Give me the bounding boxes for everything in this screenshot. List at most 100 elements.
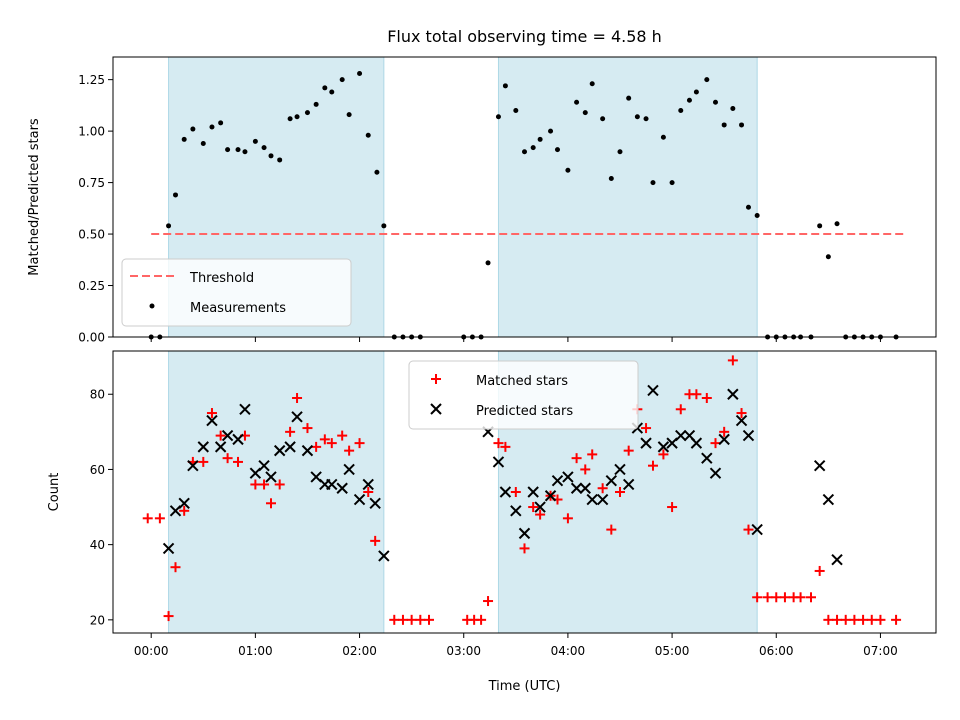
matched-star-point — [302, 423, 313, 434]
matched-star-point — [344, 445, 355, 456]
x-tick-label: 03:00 — [446, 644, 481, 658]
matched-star-point — [840, 614, 851, 625]
matched-star-point — [571, 453, 582, 464]
measurement-point — [634, 114, 640, 120]
measurement-point — [704, 77, 710, 83]
y-tick-label: 1.00 — [78, 125, 105, 139]
matched-star-point — [814, 565, 825, 576]
measurement-point — [730, 105, 736, 111]
matched-star-point — [762, 592, 773, 603]
matched-star-point — [597, 483, 608, 494]
measurement-point — [287, 116, 293, 122]
measurement-point — [495, 114, 501, 120]
predicted-star-point — [239, 403, 251, 415]
predicted-star-point — [586, 493, 598, 506]
matched-star-point — [510, 487, 521, 497]
measurement-point — [339, 77, 345, 83]
predicted-star-point — [336, 482, 348, 494]
measurement-point — [712, 99, 718, 105]
matched-star-point — [519, 543, 530, 554]
measurement-point — [678, 108, 684, 114]
predicted-star-point — [291, 411, 303, 423]
measurement-point — [626, 95, 632, 101]
x-tick-label: 05:00 — [655, 644, 690, 658]
measurement-point — [522, 149, 527, 155]
predicted-star-point — [518, 527, 531, 540]
bottom-legend-box — [408, 360, 639, 430]
matched-star-point — [736, 408, 747, 419]
matched-star-point — [858, 614, 869, 625]
predicted-star-point — [579, 482, 591, 494]
measurement-point — [650, 180, 656, 186]
predicted-star-point — [527, 486, 539, 498]
matched-star-point — [424, 614, 435, 625]
measurement-point — [374, 169, 380, 175]
top-panel: 0.00 0.25 0.50 0.75 1.00 1.25 Flux total obse… — [27, 27, 937, 345]
matched-star-point — [771, 592, 782, 603]
measurement-point — [304, 110, 310, 116]
predicted-star-point — [492, 456, 505, 468]
matched-star-point — [319, 434, 330, 445]
x-tick-label: 02:00 — [342, 644, 377, 658]
predicted-star-point — [551, 475, 564, 487]
top-y-axis-label: Matched/Predicted stars — [27, 118, 42, 276]
predicted-star-point — [605, 475, 618, 487]
matched-star-point — [397, 614, 408, 625]
measurement-point — [166, 223, 172, 229]
bottom-shaded-intervals — [168, 350, 758, 634]
bottom-y-ticks: 20 40 60 80 — [90, 388, 113, 627]
matched-star-point — [891, 614, 902, 625]
measurement-point — [693, 89, 699, 95]
matched-star-point — [832, 614, 843, 625]
bottom-x-ticks: 00:00 01:00 02:00 03:00 04:00 05:00 06:00 07:00 — [134, 633, 898, 658]
measurement-point — [173, 192, 179, 198]
matched-star-point — [691, 389, 702, 400]
predicted-star-point — [596, 493, 609, 506]
measurement-point — [739, 122, 745, 128]
matched-star-point — [667, 502, 678, 513]
matched-star-point — [779, 592, 790, 603]
matched-star-point — [641, 423, 652, 434]
matched-star-point — [623, 445, 634, 456]
x-tick-label: 01:00 — [238, 644, 273, 658]
matched-star-point — [215, 430, 226, 441]
matched-star-point — [233, 456, 244, 467]
measurement-point — [537, 136, 543, 142]
predicted-star-point — [544, 490, 557, 502]
matched-star-point — [647, 460, 658, 471]
matched-star-point — [562, 513, 573, 524]
matched-star-point — [752, 592, 763, 603]
predicted-star-point — [214, 441, 227, 453]
predicted-star-point — [822, 493, 835, 506]
x-tick-label: 06:00 — [759, 644, 794, 658]
y-tick-label: 1.25 — [78, 73, 105, 87]
matched-star-point — [154, 513, 165, 524]
x-tick-label: 07:00 — [863, 644, 898, 658]
matched-star-point — [415, 614, 426, 625]
measurement-point — [346, 112, 352, 118]
matched-star-point — [354, 438, 365, 449]
top-y-ticks: 0.00 0.25 0.50 0.75 1.00 1.25 — [78, 73, 113, 345]
x-tick-label: 00:00 — [134, 644, 169, 658]
measurement-point — [268, 153, 274, 159]
matched-star-point — [285, 426, 296, 437]
matched-star-point — [719, 426, 730, 437]
matched-star-point — [710, 438, 721, 449]
measurement-point — [574, 99, 580, 105]
measurement-point — [329, 89, 335, 95]
y-tick-label: 0.50 — [78, 228, 105, 242]
measurement-point — [745, 204, 751, 210]
predicted-stars-points — [162, 384, 843, 566]
matched-star-point — [500, 441, 511, 452]
predicted-star-point — [197, 441, 209, 453]
top-axes-frame — [112, 56, 937, 338]
predicted-star-point — [187, 459, 199, 472]
measurement-point — [817, 223, 823, 229]
matched-star-point — [606, 524, 617, 535]
y-tick-label: 0.25 — [78, 279, 105, 293]
predicted-star-point — [727, 388, 739, 400]
top-x-ticks — [150, 337, 881, 342]
predicted-star-point — [343, 463, 355, 476]
